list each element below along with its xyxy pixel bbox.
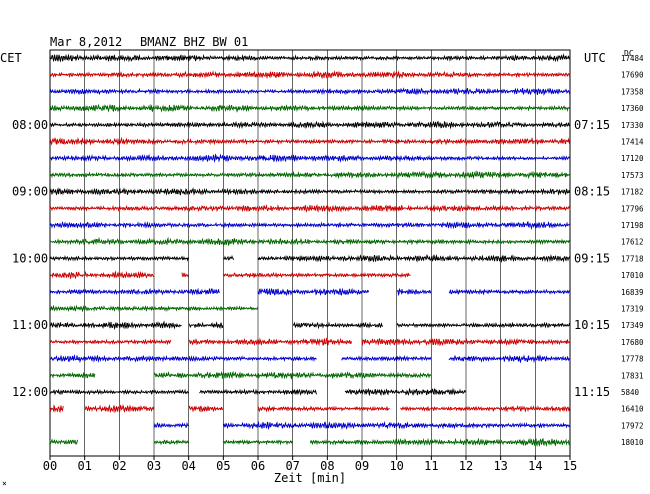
trace-line	[49, 203, 571, 213]
left-timezone-label: CET	[0, 51, 22, 65]
trace-line	[50, 272, 570, 278]
trace-line	[49, 287, 571, 297]
dc-column-label: DC	[624, 49, 634, 58]
x-tick-label: 01	[77, 459, 91, 473]
x-tick-label: 09	[355, 459, 369, 473]
dc-offset-label: 17182	[621, 188, 644, 197]
dc-offset-label: 17319	[621, 305, 644, 314]
right-hour-label: 10:15	[574, 318, 610, 332]
trace-line	[49, 170, 571, 180]
footer-mark: ×	[2, 479, 7, 488]
trace-line	[153, 420, 571, 431]
x-tick-label: 07	[285, 459, 299, 473]
trace-line	[50, 389, 570, 395]
left-hour-label: 08:00	[12, 118, 48, 132]
trace-line	[49, 437, 571, 448]
dc-offset-label: 17330	[621, 121, 644, 130]
x-tick-label: 08	[320, 459, 334, 473]
record-date: Mar 8,2012	[50, 35, 122, 49]
trace-line	[49, 254, 571, 264]
right-hour-label: 11:15	[574, 385, 610, 399]
trace-line	[49, 337, 571, 347]
trace-line	[49, 221, 571, 230]
x-tick-label: 14	[528, 459, 542, 473]
x-tick-label: 05	[216, 459, 230, 473]
trace-line	[49, 187, 571, 197]
x-tick-label: 15	[563, 459, 577, 473]
dc-offset-label: 17680	[621, 338, 644, 347]
dc-offset-label: 17778	[621, 355, 644, 364]
left-hour-label: 12:00	[12, 385, 48, 399]
x-axis-label: Zeit [min]	[274, 471, 346, 485]
dc-offset-label: 17484	[621, 54, 644, 63]
right-hour-label: 08:15	[574, 185, 610, 199]
trace-line	[49, 53, 571, 63]
x-tick-label: 00	[43, 459, 57, 473]
dc-offset-label: 16839	[621, 288, 644, 297]
right-hour-label: 07:15	[574, 118, 610, 132]
dc-offset-label: 17831	[621, 371, 644, 380]
dc-offset-label: 17120	[621, 154, 644, 163]
trace-line	[50, 306, 570, 310]
dc-offset-label: 17690	[621, 71, 644, 80]
x-tick-label: 06	[251, 459, 265, 473]
left-hour-label: 11:00	[12, 318, 48, 332]
dc-offset-label: 17198	[621, 221, 644, 230]
station-code: BMANZ BHZ BW 01	[140, 35, 248, 49]
trace-line	[49, 236, 571, 247]
trace-line	[49, 403, 571, 414]
left-hour-label: 10:00	[12, 251, 48, 265]
x-tick-label: 10	[389, 459, 403, 473]
left-hour-label: 09:00	[12, 185, 48, 199]
trace-line	[49, 70, 571, 80]
dc-offset-label: 17414	[621, 138, 644, 147]
dc-offset-label: 17010	[621, 271, 644, 280]
trace-line	[49, 353, 571, 364]
dc-offset-label: 17796	[621, 204, 644, 213]
dc-offset-label: 17972	[621, 421, 644, 430]
x-tick-label: 03	[147, 459, 161, 473]
right-timezone-label: UTC	[584, 51, 606, 65]
dc-offset-label: 16410	[621, 405, 644, 414]
plot-frame	[49, 49, 571, 457]
trace-line	[50, 372, 570, 378]
trace-line	[49, 320, 571, 330]
dc-offset-label: 5840	[621, 388, 640, 397]
dc-offset-label: 17718	[621, 254, 644, 263]
x-tick-label: 12	[459, 459, 473, 473]
dc-offset-label: 18010	[621, 438, 644, 447]
x-tick-label: 11	[424, 459, 438, 473]
trace-line	[49, 153, 571, 163]
trace-line	[49, 120, 571, 130]
dc-offset-label: 17573	[621, 171, 644, 180]
dc-offset-label: 17358	[621, 87, 644, 96]
x-tick-label: 02	[112, 459, 126, 473]
x-tick-label: 04	[181, 459, 195, 473]
x-tick-label: 13	[493, 459, 507, 473]
trace-line	[49, 87, 571, 96]
trace-line	[49, 103, 571, 113]
trace-line	[49, 136, 571, 146]
dc-offset-label: 17612	[621, 238, 644, 247]
dc-offset-label: 17349	[621, 321, 644, 330]
dc-offset-label: 17360	[621, 104, 644, 113]
right-hour-label: 09:15	[574, 251, 610, 265]
